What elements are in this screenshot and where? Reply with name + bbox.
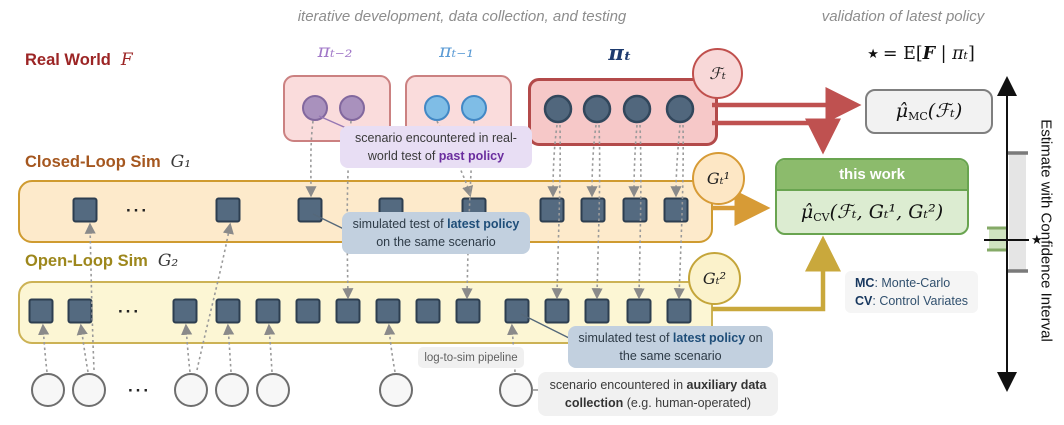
open-loop-symbol: G₂ <box>157 251 179 271</box>
past-callout-text: scenario encountered in real-world test … <box>355 130 517 163</box>
ft-badge: ℱₜ <box>692 48 743 99</box>
pi-t2-label: πₜ₋₂ <box>317 40 353 62</box>
cv-mu: μ̂ <box>800 200 814 223</box>
true-value-star: ★ <box>1031 232 1043 247</box>
formula-pi: πₜ <box>952 44 968 64</box>
aux-bold: auxiliary data collection <box>564 377 767 410</box>
this-work-header: this work <box>777 160 967 191</box>
mc-confidence-caps <box>1007 151 1028 273</box>
past-policy-callout: scenario encountered in real-world test … <box>340 126 532 168</box>
mc-sub: MC <box>908 110 928 123</box>
g2-badge: Gₜ² <box>688 252 741 305</box>
legend-cv-val: : Control Variates <box>872 294 969 308</box>
mc-confidence-bar <box>1009 152 1026 272</box>
closed-loop-text: Closed-Loop Sim <box>25 153 161 171</box>
log-to-sim-label: log-to-sim pipeline <box>418 347 524 368</box>
cv-sub: CV <box>813 210 830 224</box>
pi-t1-label: πₜ₋₁ <box>439 40 474 62</box>
sim1-prefix: simulated test of <box>352 216 448 231</box>
pi-t-box <box>528 78 718 146</box>
confidence-axis-label: Estimate with Confidence Interval <box>1037 119 1055 342</box>
real-world-label: Real World F <box>25 50 133 70</box>
closed-band-ellipsis: ··· <box>126 201 149 220</box>
abbreviation-legend: MC: Monte-Carlo CV: Control Variates <box>845 271 978 313</box>
mc-estimator-box: μ̂MC(ℱₜ) <box>865 89 993 134</box>
sim2-suffix: on the same scenario <box>619 330 763 363</box>
closed-loop-symbol: G₁ <box>170 152 192 172</box>
this-work-box: this work μ̂CV(ℱₜ, Gₜ¹, Gₜ²) <box>775 158 969 235</box>
past-policy-bold: past policy <box>438 149 505 163</box>
star-symbol: ★ <box>867 47 879 62</box>
sim2-prefix: simulated test of <box>578 330 673 345</box>
open-band-ellipsis: ··· <box>118 302 141 321</box>
aux-row-ellipsis: ··· <box>128 381 151 400</box>
open-loop-text: Open-Loop Sim <box>25 252 148 270</box>
aux-prefix: scenario encountered in <box>549 377 687 392</box>
cv-estimator-body: μ̂CV(ℱₜ, Gₜ¹, Gₜ²) <box>777 191 967 233</box>
sim1-bold: latest policy <box>447 216 520 231</box>
cv-confidence-caps <box>987 226 1008 252</box>
legend-mc-val: : Monte-Carlo <box>874 275 951 290</box>
cv-confidence-bar <box>989 228 1006 250</box>
legend-mc-key: MC <box>855 275 875 290</box>
aux-suffix: (e.g. human-operated) <box>623 396 752 410</box>
aux-data-circles <box>31 373 533 407</box>
sim-test-callout-2: simulated test of latest policy on the s… <box>568 326 773 368</box>
legend-cv-key: CV <box>855 294 873 308</box>
pi-t-label: πₜ <box>608 40 632 65</box>
formula-mid: | <box>935 44 953 64</box>
right-column-header: validation of latest policy <box>821 8 985 25</box>
sim1-suffix: on the same scenario <box>376 235 496 249</box>
open-loop-label: Open-Loop Sim G₂ <box>25 251 178 271</box>
real-world-symbol: F <box>120 50 133 70</box>
real-world-text: Real World <box>25 51 111 69</box>
g1-badge: Gₜ¹ <box>692 152 745 205</box>
formula-close: ] <box>967 44 975 64</box>
formula-prefix: = E[ <box>882 44 923 64</box>
target-quantity-formula: ★ = E[F | πₜ] <box>836 44 1006 64</box>
sim-test-callout-1: simulated test of latest policy on the s… <box>342 212 530 254</box>
real-to-cv-arrow <box>712 118 841 155</box>
mc-args: (ℱₜ) <box>927 100 963 122</box>
cv-args: (ℱₜ, Gₜ¹, Gₜ²) <box>829 200 944 223</box>
mc-mu: μ̂ <box>895 100 909 122</box>
left-column-header: iterative development, data collection, … <box>297 8 627 25</box>
formula-f: F <box>922 44 936 64</box>
aux-data-callout: scenario encountered in auxiliary data c… <box>538 372 778 416</box>
legend-cv-line: CV: Control Variates <box>855 292 978 310</box>
legend-mc-line: MC: Monte-Carlo <box>855 274 978 292</box>
closed-loop-label: Closed-Loop Sim G₁ <box>25 152 191 172</box>
sim2-bold: latest policy <box>672 330 746 345</box>
